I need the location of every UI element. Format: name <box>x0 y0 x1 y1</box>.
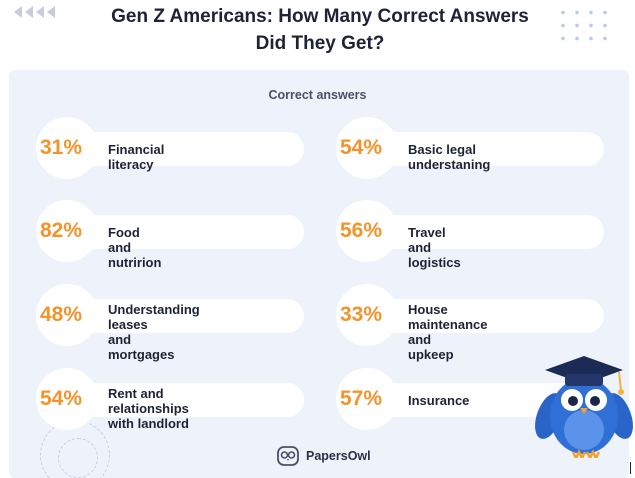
item-label: Insurance <box>408 393 470 408</box>
text-cursor <box>630 462 631 474</box>
item-percent: 33% <box>340 303 383 326</box>
item-label: Rent and relationships with landlord <box>108 386 189 431</box>
item-percent: 57% <box>340 387 383 410</box>
owl-logo-icon <box>277 446 299 466</box>
item-percent: 31% <box>40 136 83 159</box>
page-title: Gen Z Americans: How Many Correct Answer… <box>60 3 580 57</box>
item-percent: 54% <box>40 387 83 410</box>
title-line-1: Gen Z Americans: How Many Correct Answer… <box>111 6 529 27</box>
item-label: Travel and logistics <box>408 225 461 270</box>
item-label: Food and nutririon <box>108 225 162 270</box>
item-label: Financial literacy <box>108 142 165 172</box>
brand-name: PapersOwl <box>306 449 371 463</box>
decorative-dot-grid <box>556 6 616 42</box>
item-percent: 56% <box>340 219 383 242</box>
decorative-arrows <box>14 6 57 18</box>
title-line-2: Did They Get? <box>255 33 385 54</box>
brand-footer: PapersOwl <box>276 444 371 468</box>
graduation-owl-icon <box>535 356 633 458</box>
item-label: Understanding leases and mortgages <box>108 302 200 362</box>
item-label: House maintenance and upkeep <box>408 302 488 362</box>
item-percent: 48% <box>40 303 83 326</box>
item-percent: 54% <box>340 136 383 159</box>
section-label: Correct answers <box>268 88 367 102</box>
decorative-swirl-inner <box>58 438 98 478</box>
item-percent: 82% <box>40 219 83 242</box>
item-label: Basic legal understaning <box>408 142 491 172</box>
